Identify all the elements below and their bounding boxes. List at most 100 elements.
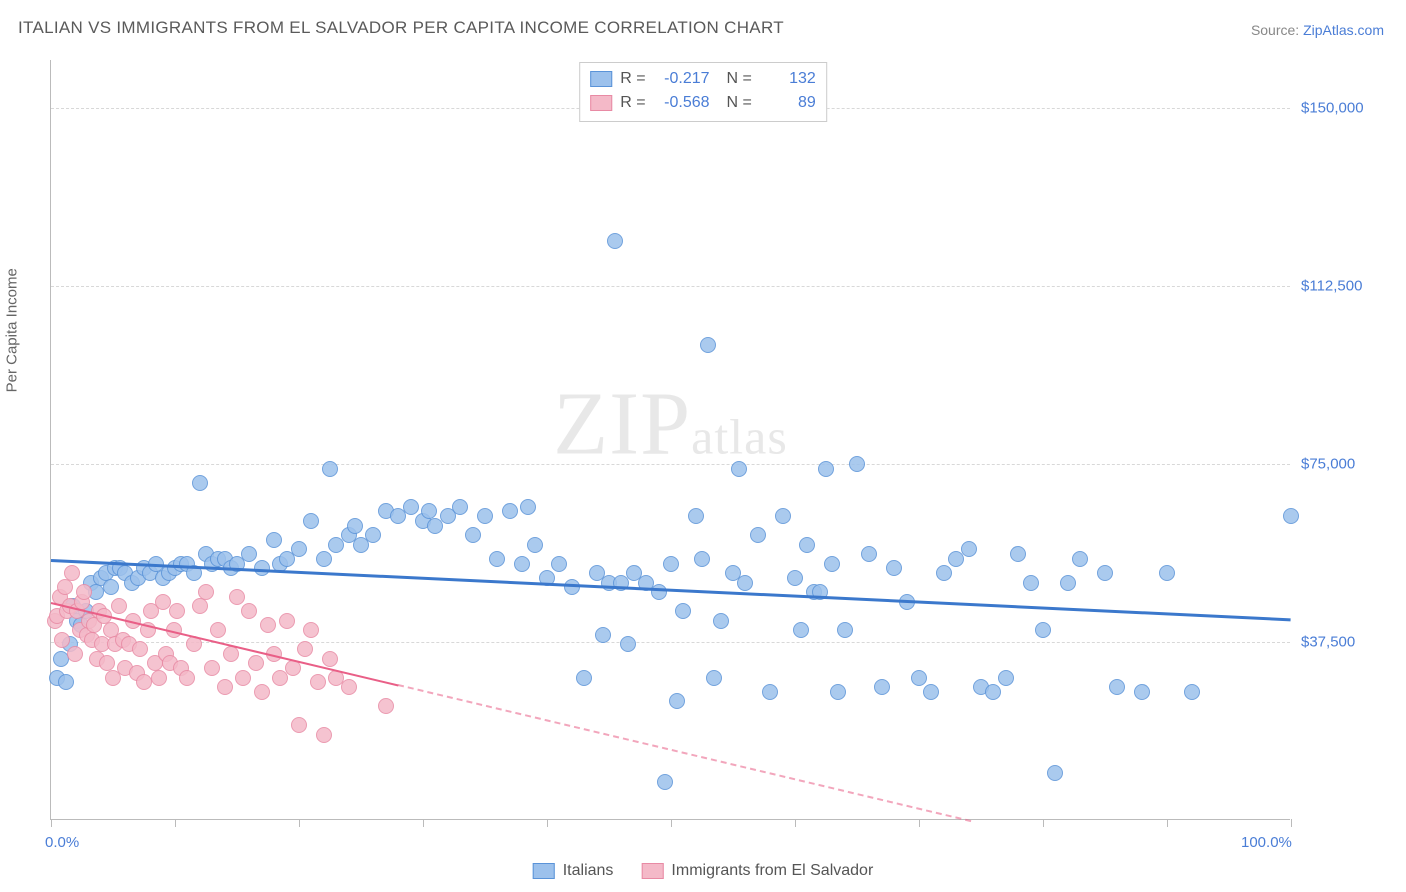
data-point bbox=[204, 660, 220, 676]
data-point bbox=[303, 513, 319, 529]
y-tick-label: $150,000 bbox=[1301, 99, 1364, 116]
data-point bbox=[103, 579, 119, 595]
data-point bbox=[452, 499, 468, 515]
data-point bbox=[151, 670, 167, 686]
source-link[interactable]: ZipAtlas.com bbox=[1303, 22, 1384, 38]
data-point bbox=[737, 575, 753, 591]
x-tick bbox=[299, 819, 300, 827]
data-point bbox=[365, 527, 381, 543]
data-point bbox=[861, 546, 877, 562]
data-point bbox=[961, 541, 977, 557]
data-point bbox=[260, 617, 276, 633]
x-tick bbox=[547, 819, 548, 827]
x-tick bbox=[1043, 819, 1044, 827]
data-point bbox=[198, 584, 214, 600]
trend-line bbox=[398, 684, 971, 822]
data-point bbox=[54, 632, 70, 648]
data-point bbox=[266, 532, 282, 548]
data-point bbox=[1097, 565, 1113, 581]
stat-label-r: R = bbox=[620, 67, 645, 91]
data-point bbox=[235, 670, 251, 686]
x-tick bbox=[1291, 819, 1292, 827]
data-point bbox=[651, 584, 667, 600]
data-point bbox=[985, 684, 1001, 700]
data-point bbox=[663, 556, 679, 572]
data-point bbox=[620, 636, 636, 652]
data-point bbox=[837, 622, 853, 638]
x-tick bbox=[795, 819, 796, 827]
stat-value-r: -0.568 bbox=[654, 91, 710, 115]
data-point bbox=[241, 546, 257, 562]
stat-label-n: N = bbox=[718, 91, 752, 115]
legend-swatch bbox=[641, 863, 663, 879]
y-tick-label: $37,500 bbox=[1301, 633, 1355, 650]
data-point bbox=[1060, 575, 1076, 591]
data-point bbox=[1010, 546, 1026, 562]
gridline bbox=[51, 464, 1290, 465]
data-point bbox=[514, 556, 530, 572]
data-point bbox=[688, 508, 704, 524]
legend-label: Italians bbox=[563, 862, 614, 880]
gridline bbox=[51, 286, 1290, 287]
legend-item: Immigrants from El Salvador bbox=[641, 862, 873, 880]
data-point bbox=[1072, 551, 1088, 567]
y-axis-label: Per Capita Income bbox=[4, 268, 21, 392]
data-point bbox=[322, 461, 338, 477]
stat-value-n: 89 bbox=[760, 91, 816, 115]
stat-label-r: R = bbox=[620, 91, 645, 115]
source-prefix: Source: bbox=[1251, 22, 1303, 38]
data-point bbox=[657, 774, 673, 790]
data-point bbox=[322, 651, 338, 667]
data-point bbox=[67, 646, 83, 662]
data-point bbox=[477, 508, 493, 524]
chart-title: ITALIAN VS IMMIGRANTS FROM EL SALVADOR P… bbox=[18, 18, 784, 38]
data-point bbox=[818, 461, 834, 477]
data-point bbox=[762, 684, 778, 700]
data-point bbox=[675, 603, 691, 619]
plot-area: ZIPatlas $37,500$75,000$112,500$150,0000… bbox=[50, 60, 1290, 820]
data-point bbox=[316, 551, 332, 567]
data-point bbox=[595, 627, 611, 643]
data-point bbox=[1109, 679, 1125, 695]
data-point bbox=[1023, 575, 1039, 591]
data-point bbox=[830, 684, 846, 700]
stat-value-r: -0.217 bbox=[654, 67, 710, 91]
data-point bbox=[775, 508, 791, 524]
data-point bbox=[111, 598, 127, 614]
data-point bbox=[217, 679, 233, 695]
data-point bbox=[192, 475, 208, 491]
data-point bbox=[347, 518, 363, 534]
x-tick bbox=[919, 819, 920, 827]
data-point bbox=[241, 603, 257, 619]
stats-row: R = -0.568 N = 89 bbox=[590, 91, 816, 115]
data-point bbox=[886, 560, 902, 576]
data-point bbox=[229, 589, 245, 605]
data-point bbox=[179, 670, 195, 686]
data-point bbox=[551, 556, 567, 572]
stats-row: R =-0.217 N =132 bbox=[590, 67, 816, 91]
data-point bbox=[136, 674, 152, 690]
data-point bbox=[607, 233, 623, 249]
legend-swatch bbox=[590, 95, 612, 111]
x-tick-label: 0.0% bbox=[45, 834, 79, 851]
data-point bbox=[1159, 565, 1175, 581]
data-point bbox=[706, 670, 722, 686]
y-tick-label: $75,000 bbox=[1301, 455, 1355, 472]
data-point bbox=[279, 613, 295, 629]
x-tick bbox=[423, 819, 424, 827]
data-point bbox=[713, 613, 729, 629]
data-point bbox=[700, 337, 716, 353]
data-point bbox=[1134, 684, 1150, 700]
legend-label: Immigrants from El Salvador bbox=[671, 862, 873, 880]
data-point bbox=[1184, 684, 1200, 700]
legend-swatch bbox=[590, 71, 612, 87]
data-point bbox=[527, 537, 543, 553]
data-point bbox=[192, 598, 208, 614]
legend-item: Italians bbox=[533, 862, 614, 880]
data-point bbox=[750, 527, 766, 543]
watermark-main: ZIP bbox=[553, 375, 691, 474]
legend-swatch bbox=[533, 863, 555, 879]
data-point bbox=[923, 684, 939, 700]
data-point bbox=[669, 693, 685, 709]
data-point bbox=[824, 556, 840, 572]
